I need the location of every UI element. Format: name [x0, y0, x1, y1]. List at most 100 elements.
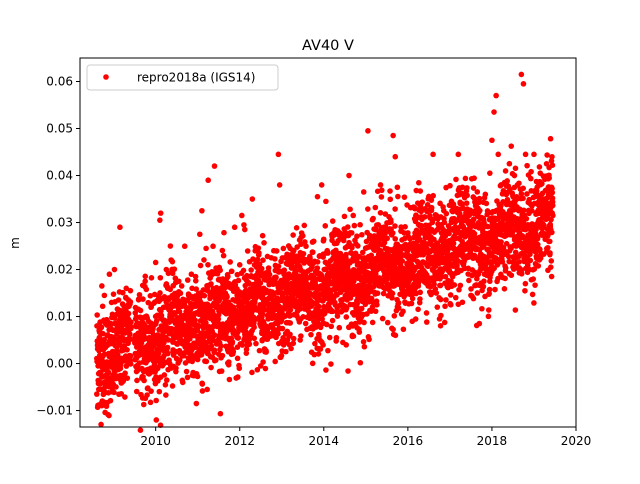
data-point: [428, 197, 435, 203]
data-point: [441, 319, 448, 326]
data-point: [111, 266, 118, 273]
data-point: [459, 184, 466, 191]
data-point: [419, 227, 426, 233]
data-point: [535, 179, 541, 186]
data-point: [119, 323, 125, 329]
data-point: [162, 382, 169, 388]
data-point: [550, 212, 556, 219]
data-point: [527, 257, 534, 264]
data-point: [257, 280, 264, 286]
data-point: [192, 278, 199, 284]
data-point: [459, 299, 466, 306]
data-point: [535, 241, 541, 248]
data-points: [94, 71, 556, 433]
data-point: [235, 335, 242, 341]
data-point: [311, 351, 318, 358]
data-point: [317, 346, 324, 352]
data-point: [234, 355, 241, 362]
data-point: [428, 204, 435, 211]
data-point: [98, 356, 104, 362]
data-point: [102, 384, 108, 391]
data-point: [388, 226, 394, 233]
data-point: [471, 175, 477, 181]
data-point: [134, 377, 140, 384]
data-point: [437, 282, 444, 289]
x-tick-label: 2018: [477, 434, 508, 448]
data-point: [518, 190, 525, 197]
data-point: [345, 224, 351, 230]
data-point: [150, 358, 157, 364]
data-point: [480, 217, 487, 223]
data-point: [382, 230, 388, 237]
data-point: [302, 239, 308, 245]
data-point: [201, 292, 208, 299]
y-tick-label: 0.04: [46, 169, 73, 183]
data-point: [259, 232, 266, 239]
data-point: [496, 248, 503, 254]
data-point: [302, 320, 309, 327]
data-point: [275, 263, 282, 270]
data-point: [417, 203, 424, 209]
data-point: [545, 226, 552, 233]
data-point: [455, 301, 462, 308]
x-tick-label: 2014: [309, 434, 340, 448]
data-point: [409, 295, 416, 302]
data-point: [387, 188, 393, 194]
data-point: [96, 402, 102, 408]
data-point: [464, 192, 470, 199]
data-point: [483, 200, 490, 207]
data-point: [203, 245, 209, 252]
data-point: [548, 216, 554, 223]
data-point: [476, 195, 483, 202]
y-axis-label: m: [8, 237, 22, 249]
data-point: [220, 252, 227, 259]
data-point: [548, 258, 555, 264]
data-point: [408, 300, 415, 307]
data-point: [199, 381, 206, 387]
data-point: [502, 275, 508, 282]
data-point: [98, 421, 104, 428]
data-point: [253, 264, 260, 270]
data-point: [365, 128, 371, 134]
data-point: [430, 151, 436, 158]
data-point: [204, 386, 210, 393]
data-point: [482, 191, 489, 198]
data-point: [450, 240, 457, 247]
data-point: [251, 335, 258, 342]
data-point: [508, 143, 515, 149]
data-point: [258, 265, 265, 272]
data-point: [199, 388, 206, 394]
data-point: [437, 296, 444, 303]
data-point: [251, 324, 257, 331]
data-point: [381, 236, 388, 242]
chart-title: AV40 V: [302, 38, 354, 54]
y-tick-label: 0.06: [46, 75, 73, 89]
data-point: [365, 206, 371, 212]
data-point: [287, 245, 293, 252]
y-axis: −0.01 0.00 0.01 0.02 0.03 0.04 0.05 0.06: [36, 75, 80, 418]
data-point: [101, 336, 108, 343]
data-point: [359, 249, 366, 256]
data-point: [486, 286, 493, 293]
data-point: [148, 388, 154, 394]
data-point: [547, 135, 554, 142]
data-point: [549, 202, 556, 209]
data-point: [392, 236, 399, 242]
data-point: [118, 390, 125, 397]
data-point: [433, 290, 440, 296]
data-point: [157, 274, 164, 281]
data-point: [468, 292, 474, 299]
data-point: [120, 378, 127, 384]
data-point: [246, 341, 253, 347]
y-tick-label: 0.03: [46, 216, 73, 230]
data-point: [163, 392, 169, 398]
data-point: [178, 283, 185, 289]
data-point: [176, 357, 183, 363]
data-point: [516, 180, 522, 187]
data-point: [448, 301, 454, 308]
data-point: [505, 253, 512, 260]
data-point: [417, 289, 424, 296]
data-point: [323, 321, 330, 328]
data-point: [354, 300, 361, 307]
data-point: [167, 286, 174, 293]
